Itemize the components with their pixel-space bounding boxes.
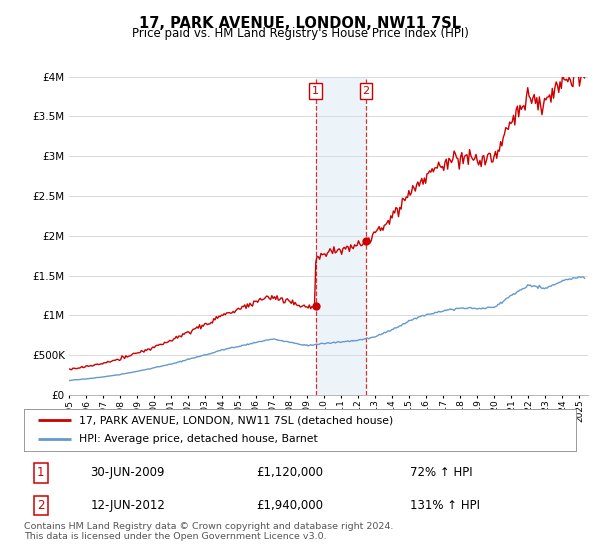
Text: HPI: Average price, detached house, Barnet: HPI: Average price, detached house, Barn… — [79, 435, 318, 445]
Bar — [316, 77, 366, 395]
Text: 1: 1 — [312, 86, 319, 96]
Text: Price paid vs. HM Land Registry's House Price Index (HPI): Price paid vs. HM Land Registry's House … — [131, 27, 469, 40]
Text: 2: 2 — [362, 86, 370, 96]
Text: 131% ↑ HPI: 131% ↑ HPI — [410, 499, 481, 512]
Text: 30-JUN-2009: 30-JUN-2009 — [90, 466, 165, 479]
Text: 72% ↑ HPI: 72% ↑ HPI — [410, 466, 473, 479]
Text: £1,940,000: £1,940,000 — [256, 499, 323, 512]
Text: 17, PARK AVENUE, LONDON, NW11 7SL: 17, PARK AVENUE, LONDON, NW11 7SL — [139, 16, 461, 31]
Text: 1: 1 — [37, 466, 44, 479]
Text: 17, PARK AVENUE, LONDON, NW11 7SL (detached house): 17, PARK AVENUE, LONDON, NW11 7SL (detac… — [79, 415, 394, 425]
Text: £1,120,000: £1,120,000 — [256, 466, 323, 479]
Text: 12-JUN-2012: 12-JUN-2012 — [90, 499, 165, 512]
Text: Contains HM Land Registry data © Crown copyright and database right 2024.
This d: Contains HM Land Registry data © Crown c… — [24, 522, 394, 542]
Text: 2: 2 — [37, 499, 44, 512]
